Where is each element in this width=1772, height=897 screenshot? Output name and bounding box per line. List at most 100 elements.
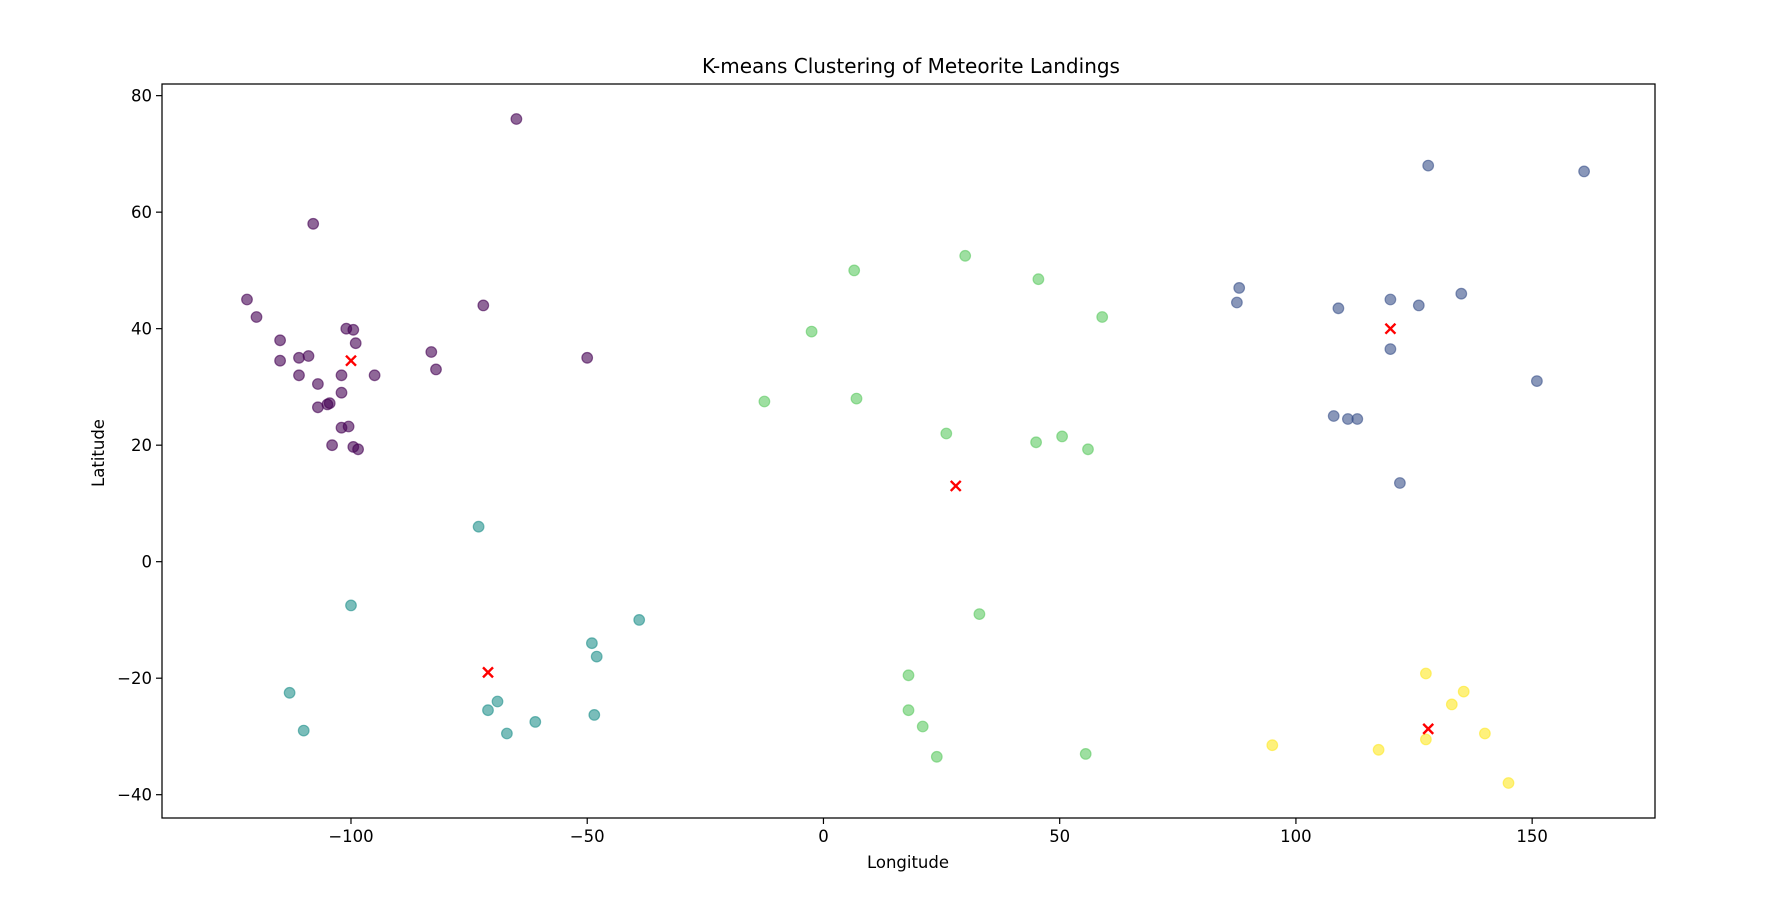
data-point <box>581 351 594 364</box>
data-point <box>1032 273 1045 286</box>
data-point <box>347 323 360 336</box>
data-point <box>472 520 485 533</box>
data-point <box>312 378 324 390</box>
data-point <box>1096 311 1109 323</box>
data-point <box>297 724 310 737</box>
data-point <box>805 325 818 338</box>
data-point <box>1079 748 1092 760</box>
data-point <box>283 686 296 699</box>
data-point <box>368 369 381 382</box>
data-point <box>973 608 986 620</box>
data-point <box>335 369 348 382</box>
x-tick-label: 0 <box>818 827 829 846</box>
data-point <box>349 337 362 350</box>
data-point <box>491 695 504 708</box>
data-point <box>588 709 601 721</box>
data-point <box>510 113 523 125</box>
data-point <box>1419 667 1432 680</box>
x-tick-label: 50 <box>1049 827 1070 846</box>
data-point <box>241 293 253 306</box>
data-point <box>1327 410 1340 422</box>
centroid-marker <box>1422 723 1435 735</box>
x-tick-label: −100 <box>328 827 373 846</box>
y-tick-label: 0 <box>142 553 153 572</box>
y-tick-label: −20 <box>117 669 152 688</box>
data-point <box>902 704 915 717</box>
data-point <box>335 386 348 399</box>
data-point <box>274 334 287 347</box>
data-point <box>302 350 315 362</box>
data-point <box>930 750 943 763</box>
data-point <box>758 395 771 408</box>
data-point <box>940 427 953 440</box>
data-point <box>590 650 603 663</box>
data-point <box>1455 287 1468 300</box>
data-point <box>1393 477 1406 489</box>
plot-frame <box>161 83 1656 819</box>
data-point <box>1457 685 1470 698</box>
centroid-marker <box>1384 322 1397 335</box>
y-axis-label: Latitude <box>89 419 108 487</box>
centroid-marker <box>482 666 494 679</box>
y-axis: −40 −20 0 20 40 60 80 <box>117 87 162 805</box>
data-point <box>1230 296 1243 309</box>
data-point <box>1478 727 1491 740</box>
data-point <box>250 311 263 323</box>
data-point <box>902 669 915 682</box>
centroid-marker <box>345 354 357 367</box>
data-point <box>529 716 542 728</box>
data-point <box>425 346 438 358</box>
data-point <box>1332 302 1345 315</box>
data-point <box>959 249 972 262</box>
data-point <box>1445 698 1458 711</box>
centroid-marker <box>949 480 962 492</box>
data-point <box>1372 743 1385 756</box>
data-point <box>342 420 355 433</box>
y-tick-label: 40 <box>131 320 152 339</box>
x-tick-label: 150 <box>1516 827 1548 846</box>
data-point <box>1030 436 1042 449</box>
data-point <box>352 443 365 456</box>
data-point <box>850 392 863 405</box>
data-point <box>916 720 929 733</box>
data-point <box>1056 430 1068 443</box>
data-point <box>1419 733 1432 746</box>
data-point <box>1384 343 1397 356</box>
x-axis-label: Longitude <box>867 853 949 872</box>
data-point <box>323 397 336 410</box>
y-tick-label: −40 <box>117 786 152 805</box>
data-point <box>633 614 646 626</box>
data-point <box>1412 299 1425 312</box>
data-point <box>482 704 494 717</box>
x-axis: −100 −50 0 50 100 150 <box>328 818 1548 846</box>
data-point <box>1351 413 1364 425</box>
data-point <box>1384 293 1397 306</box>
data-point <box>1578 165 1590 178</box>
points-layer <box>241 113 1590 789</box>
data-point <box>430 363 442 376</box>
x-tick-label: −50 <box>570 827 605 846</box>
data-point <box>1530 375 1543 388</box>
data-point <box>326 439 339 452</box>
data-point <box>307 217 320 230</box>
data-point <box>293 369 305 382</box>
data-point <box>345 599 357 612</box>
centroids-layer <box>345 322 1435 735</box>
data-point <box>1422 159 1435 172</box>
data-point <box>1266 739 1279 752</box>
y-tick-label: 80 <box>131 87 152 106</box>
data-point <box>586 637 598 650</box>
data-point <box>1233 282 1246 294</box>
y-tick-label: 20 <box>131 436 152 455</box>
data-point <box>1502 777 1515 789</box>
y-tick-label: 60 <box>131 203 152 222</box>
data-point <box>293 351 305 364</box>
data-point <box>848 264 861 277</box>
data-point <box>477 299 490 312</box>
data-point <box>274 354 287 367</box>
data-point <box>1082 443 1094 456</box>
chart-title: K-means Clustering of Meteorite Landings <box>702 54 1120 78</box>
data-point <box>501 727 513 740</box>
